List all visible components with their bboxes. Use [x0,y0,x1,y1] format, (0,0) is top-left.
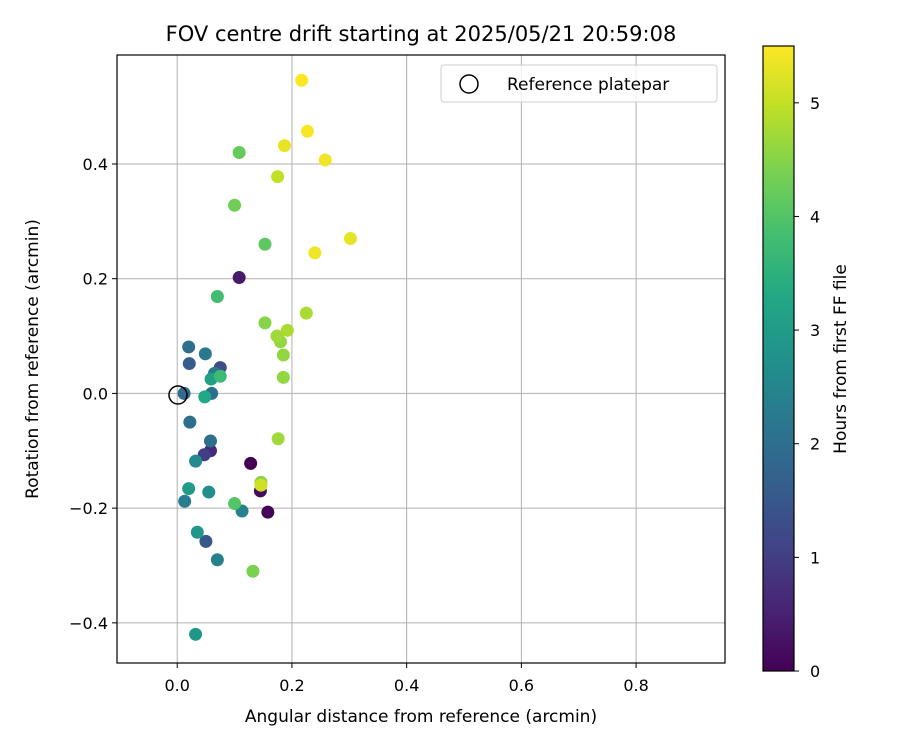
x-tick-label: 0.6 [509,676,534,695]
data-point [271,170,285,184]
data-point [258,316,272,330]
data-point [277,139,291,153]
data-point [189,627,203,641]
legend: Reference platepar [440,64,718,103]
x-tick-label: 0.2 [279,676,304,695]
data-point [178,494,192,508]
data-point [210,553,224,567]
legend-box [440,64,718,103]
data-point [299,306,313,320]
chart-title: FOV centre drift starting at 2025/05/21 … [166,22,677,46]
data-point [189,454,203,468]
y-tick-label: 0.0 [83,384,108,403]
data-point [254,478,268,492]
data-point [182,340,196,354]
legend-reference-marker [459,74,479,94]
data-points [177,73,357,641]
colorbar-tick-label: 5 [810,94,820,113]
data-point [198,390,212,404]
data-point [280,323,294,337]
colorbar-tick-label: 3 [810,321,820,340]
data-point [244,456,258,470]
grid-lines [117,55,725,663]
data-point [295,73,309,87]
x-tick-label: 0.8 [623,676,648,695]
colorbar-label: Hours from first FF file [831,264,851,454]
data-point [228,198,242,212]
x-tick-label: 0.4 [394,676,419,695]
colorbar-tick-label: 2 [810,435,820,454]
data-point [308,246,322,260]
data-point [270,329,284,343]
y-tick-label: 0.4 [83,155,108,174]
data-point [232,271,246,285]
data-point [183,415,197,429]
data-point [203,434,217,448]
data-point [182,357,196,371]
data-point [343,232,357,246]
data-point [213,369,227,383]
data-point [190,525,204,539]
y-tick-label: 0.2 [83,270,108,289]
plot-frame [116,54,726,664]
x-axis-label: Angular distance from reference (arcmin) [245,707,597,727]
colorbar-tick-label: 0 [810,662,820,681]
data-point [210,289,224,303]
data-point [271,432,285,446]
data-point [202,485,216,499]
colorbar [762,45,795,672]
colorbar-tick-label: 4 [810,207,820,226]
x-tick-label: 0.0 [164,676,189,695]
data-point [246,564,260,578]
colorbar-ticks: 0 1 2 3 4 5 [794,94,820,681]
reference-platepar-marker [168,385,188,405]
data-point [232,146,246,160]
data-point [198,347,212,361]
data-point [228,497,242,511]
data-point [258,237,272,251]
data-point [318,153,332,167]
data-point [276,370,290,384]
y-axis-label: Rotation from reference (arcmin) [23,219,43,499]
y-tick-label: −0.4 [69,614,108,633]
y-axis-ticks: −0.4 −0.2 0.0 0.2 0.4 [69,155,117,633]
colorbar-tick-label: 1 [810,548,820,567]
data-point [199,534,213,548]
data-point [261,505,275,519]
y-tick-label: −0.2 [69,499,108,518]
data-point [300,124,314,138]
data-point [276,348,290,362]
x-axis-ticks: 0.0 0.2 0.4 0.6 0.8 [164,663,649,695]
data-point [182,482,196,496]
legend-label: Reference platepar [507,75,669,95]
